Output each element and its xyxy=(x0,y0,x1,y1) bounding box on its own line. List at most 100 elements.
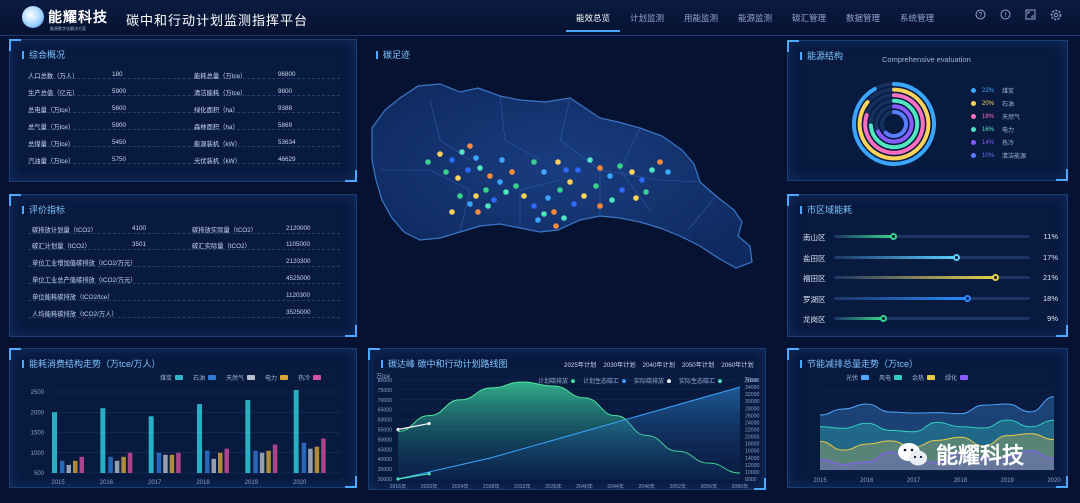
energy-legend-item: 20% 石油 xyxy=(971,97,1026,110)
consumption-legend-item: 煤炭 xyxy=(160,373,184,382)
map-dot xyxy=(557,187,563,193)
x-tick-label: 2032年 xyxy=(514,482,531,490)
nav-item-overview[interactable]: 能效总览 xyxy=(566,12,620,32)
overview-label: 清洁能耗（万tce） xyxy=(194,90,247,97)
energy-legend: 22% 煤炭 20% 石油 18% 天然气 16% 电力 14% 热冷 10% 清洁能源 xyxy=(971,84,1026,162)
map-dots xyxy=(425,143,671,229)
bar xyxy=(100,408,106,473)
ring-arc xyxy=(852,82,937,166)
nav-item-carbon-sink[interactable]: 碳汇管理 xyxy=(791,13,826,23)
eval-value: 2120000 xyxy=(286,225,311,232)
bar xyxy=(321,438,326,473)
info-icon[interactable]: ! xyxy=(993,9,1018,23)
saving-panel: 节能减排总量走势（万tce） xyxy=(787,348,1068,488)
y-tick-label: 40000 xyxy=(378,457,393,463)
district-bar-knob xyxy=(889,233,897,240)
header-icons: ? ! xyxy=(968,9,1068,23)
series-line xyxy=(819,419,1055,433)
legend-label: 实际碳排放 xyxy=(634,379,665,385)
eval-label: 单位能耗碳排放（tCO2/tce） xyxy=(32,294,114,301)
eval-panel: 评价指标 碳排放计划量（tCO2） 4100 碳排放实际量（tCO2） 2120… xyxy=(9,194,357,337)
carbon-legend-item: 计划生态碳汇 xyxy=(583,376,627,385)
district-bar-fill xyxy=(834,276,995,279)
nav-item-plan-monitor[interactable]: 计划监测 xyxy=(629,13,664,23)
svg-text:!: ! xyxy=(1005,12,1007,19)
series-area xyxy=(820,396,1054,470)
nav-item-usage-monitor[interactable]: 用能监测 xyxy=(683,13,718,23)
x-tick-label: 2044年 xyxy=(607,482,624,490)
overview-label: 总电量（万tce） xyxy=(28,107,75,114)
overview-title: 综合概况 xyxy=(22,48,65,61)
legend-label: 天然气 xyxy=(226,376,245,382)
energy-legend-item: 22% 煤炭 xyxy=(971,84,1026,97)
nav-item-system-management[interactable]: 系统管理 xyxy=(899,13,934,23)
x-tick-label: 2020 xyxy=(1047,478,1061,484)
district-pct: 11% xyxy=(1043,232,1058,241)
settings-icon[interactable] xyxy=(1043,9,1068,23)
plan-tab-2030[interactable]: 2030年计划 xyxy=(603,362,636,369)
legend-label: 绿化 xyxy=(945,376,958,382)
overview-value: 5750 xyxy=(112,156,127,163)
energy-rings xyxy=(852,82,937,166)
map-dot xyxy=(473,193,479,199)
map-dot xyxy=(649,167,655,173)
overview-value: 180 xyxy=(112,71,123,78)
district-bar-track xyxy=(834,294,1030,302)
series-line xyxy=(819,433,1055,451)
map-dot xyxy=(563,167,569,173)
x-tick-label: 2024年 xyxy=(452,482,469,490)
help-icon[interactable]: ? xyxy=(968,9,993,23)
legend-label: 煤炭 xyxy=(160,376,173,382)
district-title: 市区域能耗 xyxy=(800,203,852,216)
nav-item-energy-monitor[interactable]: 能源监测 xyxy=(737,13,772,23)
nav-item-data-management[interactable]: 数据管理 xyxy=(845,13,880,23)
map-dot xyxy=(449,157,455,163)
data-point xyxy=(396,427,400,432)
bar xyxy=(52,412,57,473)
legend-swatch-icon xyxy=(960,375,969,380)
bar xyxy=(314,446,320,473)
energy-name: 煤炭 xyxy=(1002,89,1015,95)
saving-legend-item: 光伏 xyxy=(846,373,870,382)
plan-tab-2050[interactable]: 2050年计划 xyxy=(681,362,715,369)
data-point xyxy=(427,421,431,426)
map-dot xyxy=(509,169,515,175)
map-dot xyxy=(483,187,489,193)
divider xyxy=(28,283,340,284)
x-tick-label: 2048年 xyxy=(638,482,655,490)
energy-name: 石油 xyxy=(1002,102,1015,108)
y-tick-label: 1500 xyxy=(31,431,45,437)
bar xyxy=(205,450,210,473)
map-dot xyxy=(443,169,449,175)
bar xyxy=(114,460,120,473)
y-tick-label: 55000 xyxy=(378,428,393,434)
energy-pct: 16% xyxy=(982,126,995,133)
plan-tab-2060[interactable]: 2060年计划 xyxy=(721,362,754,369)
x-tick-label: 2060年 xyxy=(732,482,749,490)
map-dot xyxy=(555,159,561,165)
logo-name: 能耀科技 xyxy=(48,9,108,25)
logo: 能耀科技 能源数字化解决方案 xyxy=(22,6,108,31)
district-bar-fill xyxy=(834,255,956,259)
eval-value: 4100 xyxy=(132,225,147,232)
bar xyxy=(148,416,154,473)
district-row: 罗湖区 18% xyxy=(800,294,1060,315)
ring-arc xyxy=(857,87,931,161)
district-row: 龙岗区 9% xyxy=(800,314,1060,335)
saving-legend-item: 余热 xyxy=(912,373,936,382)
plan-tab-2040[interactable]: 2040年计划 xyxy=(642,362,675,369)
district-row: 南山区 11% xyxy=(800,232,1060,253)
map-dot xyxy=(597,165,603,171)
svg-text:?: ? xyxy=(979,12,983,19)
map-dot xyxy=(521,193,527,199)
plan-tab-2025[interactable]: 2025年计划 xyxy=(564,362,597,369)
bar xyxy=(253,450,258,473)
map-dot xyxy=(467,143,473,149)
x-tick-label: 2020 xyxy=(293,480,307,486)
fullscreen-icon[interactable] xyxy=(1018,9,1043,23)
y-tick-label: 500 xyxy=(34,471,45,477)
map-dot xyxy=(449,209,455,215)
